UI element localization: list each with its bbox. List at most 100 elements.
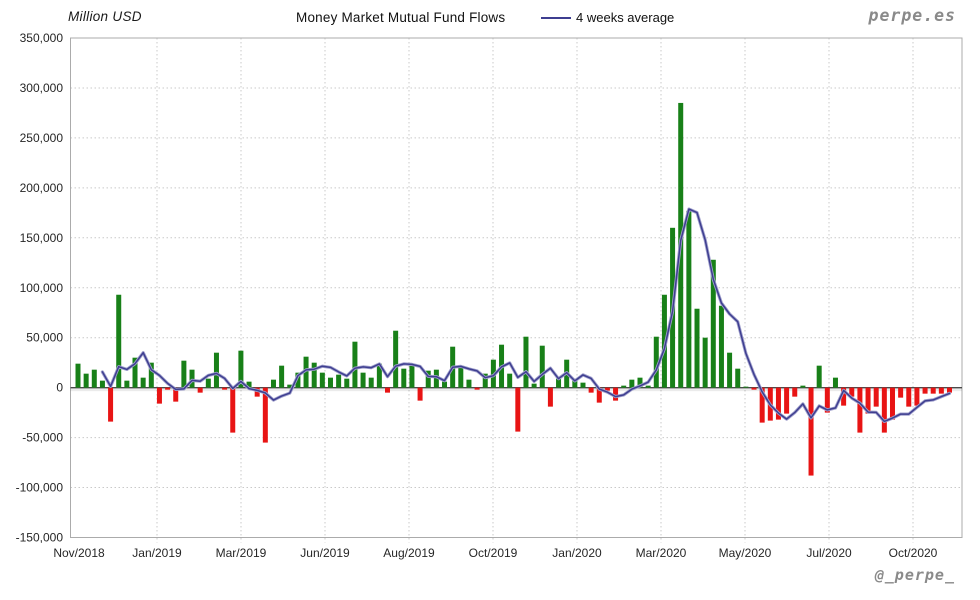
inflow-bar xyxy=(816,365,822,388)
y-tick-label: -50,000 xyxy=(22,431,63,445)
outflow-bar xyxy=(596,387,602,403)
inflow-bar xyxy=(75,363,81,388)
y-tick-label: 350,000 xyxy=(20,31,64,45)
inflow-bar xyxy=(401,368,407,388)
inflow-bar xyxy=(124,380,130,388)
inflow-bar xyxy=(189,369,195,388)
inflow-bar xyxy=(645,385,651,388)
outflow-bar xyxy=(914,387,920,406)
inflow-bar xyxy=(507,373,513,388)
inflow-bar xyxy=(246,381,252,388)
legend: 4 weeks average xyxy=(541,10,674,25)
inflow-bar xyxy=(140,377,146,388)
inflow-bar xyxy=(702,337,708,388)
inflow-bar xyxy=(287,384,293,388)
x-tick-label: Nov/2018 xyxy=(53,546,105,560)
legend-line-swatch xyxy=(541,16,571,19)
inflow-bar xyxy=(686,210,692,388)
inflow-bar xyxy=(368,377,374,388)
y-tick-label: 250,000 xyxy=(20,131,64,145)
outflow-bar xyxy=(849,387,855,397)
inflow-bar xyxy=(205,378,211,388)
inflow-bar xyxy=(336,374,342,388)
inflow-bar xyxy=(458,367,464,388)
outflow-bar xyxy=(197,387,203,393)
inflow-bar xyxy=(116,294,122,388)
inflow-bar xyxy=(270,379,276,388)
y-tick-label: 200,000 xyxy=(20,181,64,195)
inflow-bar xyxy=(523,336,529,388)
legend-label: 4 weeks average xyxy=(576,10,675,25)
y-tick-label: 150,000 xyxy=(20,231,64,245)
inflow-bar xyxy=(718,305,724,388)
inflow-bar xyxy=(694,308,700,388)
inflow-bar xyxy=(295,372,301,388)
inflow-bar xyxy=(132,357,138,388)
inflow-bar xyxy=(393,330,399,388)
inflow-bar xyxy=(727,352,733,388)
inflow-bar xyxy=(99,380,105,388)
x-tick-label: Oct/2019 xyxy=(469,546,518,560)
inflow-bar xyxy=(83,373,89,388)
average-line xyxy=(101,208,951,423)
outflow-bar xyxy=(881,387,887,433)
inflow-bar xyxy=(319,372,325,388)
x-tick-label: Mar/2020 xyxy=(636,546,687,560)
chart-title: Money Market Mutual Fund Flows xyxy=(296,10,506,25)
inflow-bar xyxy=(238,350,244,388)
inflow-bar xyxy=(181,360,187,388)
x-tick-label: Jan/2019 xyxy=(132,546,182,560)
y-axis-unit-label: Million USD xyxy=(68,9,142,24)
outflow-bar xyxy=(156,387,162,404)
outflow-bar xyxy=(588,387,594,393)
inflow-bar xyxy=(572,378,578,388)
outflow-bar xyxy=(824,387,830,413)
outflow-bar xyxy=(930,387,936,394)
inflow-bar xyxy=(580,382,586,388)
inflow-bar xyxy=(148,362,154,388)
outflow-bar xyxy=(108,387,114,422)
inflow-bar xyxy=(800,385,806,388)
outflow-bar xyxy=(254,387,260,397)
inflow-bar xyxy=(743,386,749,388)
inflow-bar xyxy=(735,368,741,388)
inflow-bar xyxy=(539,345,545,388)
outflow-bar xyxy=(938,387,944,394)
outflow-bar xyxy=(865,387,871,414)
y-tick-label: -100,000 xyxy=(16,481,64,495)
inflow-bar xyxy=(303,356,309,388)
x-tick-label: Jan/2020 xyxy=(552,546,602,560)
outflow-bar xyxy=(262,387,268,443)
outflow-bar xyxy=(947,387,952,393)
outflow-bar xyxy=(889,387,895,420)
x-tick-label: Aug/2019 xyxy=(383,546,435,560)
y-tick-label: 300,000 xyxy=(20,81,64,95)
inflow-bar xyxy=(360,372,366,388)
outflow-bar xyxy=(759,387,765,423)
inflow-bar xyxy=(637,377,643,388)
x-tick-label: Jul/2020 xyxy=(806,546,852,560)
inflow-bar xyxy=(442,381,448,388)
outflow-bar xyxy=(751,387,757,390)
inflow-bar xyxy=(425,370,431,388)
x-tick-label: Jun/2019 xyxy=(300,546,350,560)
outflow-bar xyxy=(857,387,863,433)
inflow-bar xyxy=(279,365,285,388)
x-tick-label: Oct/2020 xyxy=(889,546,938,560)
plot-border xyxy=(70,37,963,538)
outflow-bar xyxy=(873,387,879,407)
outflow-bar xyxy=(613,387,619,401)
author-watermark: @_perpe_ xyxy=(874,566,955,584)
outflow-bar xyxy=(922,387,928,394)
inflow-bar xyxy=(409,365,415,388)
y-tick-label: 50,000 xyxy=(26,331,63,345)
inflow-bar xyxy=(482,373,488,388)
outflow-bar xyxy=(775,387,781,420)
site-logo: perpe.es xyxy=(868,6,956,25)
x-tick-label: May/2020 xyxy=(719,546,772,560)
outflow-bar xyxy=(385,387,391,393)
outflow-bar xyxy=(165,387,171,390)
outflow-bar xyxy=(841,387,847,406)
